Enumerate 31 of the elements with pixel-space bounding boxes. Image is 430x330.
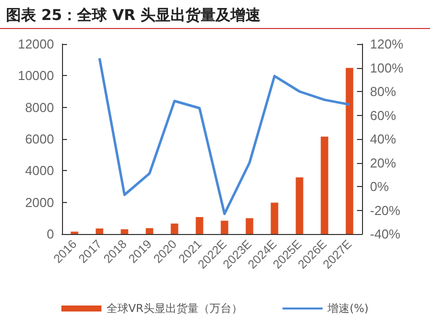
- bar: [246, 218, 254, 234]
- y2-tick-label: 120%: [370, 36, 404, 52]
- y-tick-label: 0: [46, 226, 54, 242]
- y2-tick-label: 100%: [370, 60, 404, 76]
- bar: [296, 177, 304, 234]
- y2-tick-label: -20%: [370, 202, 401, 218]
- bar: [196, 217, 204, 234]
- y2-tick-label: 80%: [370, 84, 396, 99]
- bar: [146, 228, 154, 234]
- y-tick-label: 6000: [25, 132, 54, 146]
- y-tick-label: 12000: [18, 36, 54, 52]
- bar: [270, 202, 278, 234]
- y2-tick-label: 0%: [370, 179, 390, 194]
- y-tick-label: 4000: [25, 163, 54, 178]
- legend-label: 增速(%): [326, 302, 369, 315]
- bar: [170, 224, 178, 234]
- bar: [96, 228, 104, 234]
- legend-label: 全球VR头显出货量（万台）: [106, 302, 243, 315]
- y2-tick-label: 40%: [370, 132, 396, 146]
- y-tick-label: 2000: [25, 194, 54, 210]
- bar: [220, 220, 228, 234]
- bar: [346, 68, 354, 234]
- y-tick-label: 8000: [25, 100, 54, 115]
- line-series: [98, 57, 351, 216]
- bar: [320, 136, 328, 234]
- y-tick-label: 10000: [18, 68, 54, 84]
- y2-tick-label: 20%: [370, 155, 396, 170]
- y2-tick-label: 60%: [370, 108, 396, 123]
- bar: [120, 229, 128, 234]
- y2-tick-label: -40%: [370, 226, 401, 242]
- chart-title: 图表 25：全球 VR 头显出货量及增速: [0, 0, 430, 29]
